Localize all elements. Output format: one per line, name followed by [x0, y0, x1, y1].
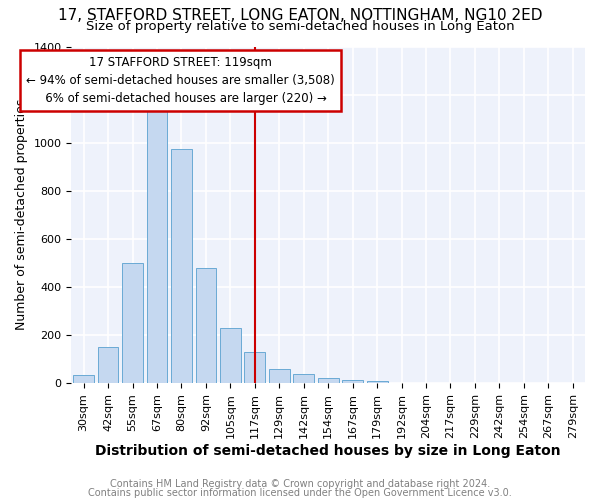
Text: Contains public sector information licensed under the Open Government Licence v3: Contains public sector information licen…	[88, 488, 512, 498]
Bar	[220, 328, 241, 383]
Bar	[367, 380, 388, 383]
Bar	[342, 380, 363, 383]
Text: Size of property relative to semi-detached houses in Long Eaton: Size of property relative to semi-detach…	[86, 20, 514, 33]
Bar	[269, 369, 290, 383]
Bar	[244, 352, 265, 383]
Bar	[171, 148, 192, 383]
Bar	[73, 376, 94, 383]
Bar	[122, 263, 143, 383]
X-axis label: Distribution of semi-detached houses by size in Long Eaton: Distribution of semi-detached houses by …	[95, 444, 561, 458]
Bar	[293, 374, 314, 383]
Bar	[318, 378, 338, 383]
Text: 17 STAFFORD STREET: 119sqm
← 94% of semi-detached houses are smaller (3,508)
   : 17 STAFFORD STREET: 119sqm ← 94% of semi…	[26, 56, 335, 105]
Bar	[146, 110, 167, 383]
Y-axis label: Number of semi-detached properties: Number of semi-detached properties	[15, 99, 28, 330]
Text: Contains HM Land Registry data © Crown copyright and database right 2024.: Contains HM Land Registry data © Crown c…	[110, 479, 490, 489]
Text: 17, STAFFORD STREET, LONG EATON, NOTTINGHAM, NG10 2ED: 17, STAFFORD STREET, LONG EATON, NOTTING…	[58, 8, 542, 22]
Bar	[98, 347, 118, 383]
Bar	[196, 268, 217, 383]
